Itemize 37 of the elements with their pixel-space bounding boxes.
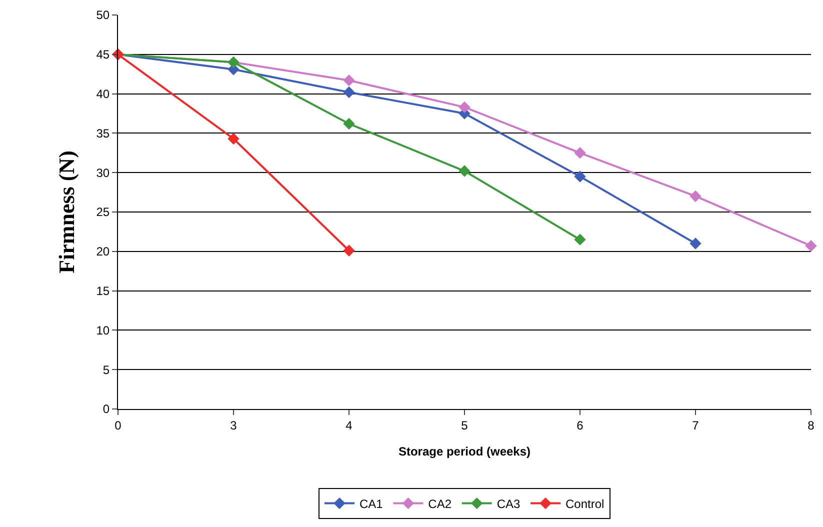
- point: [574, 170, 586, 182]
- y-tick-label: 35: [96, 126, 110, 140]
- point: [343, 74, 355, 86]
- y-tick-label: 0: [102, 402, 110, 416]
- y-tick-label: 25: [96, 205, 110, 220]
- legend-label: Control: [566, 496, 604, 511]
- point: [805, 240, 817, 252]
- point: [343, 86, 355, 98]
- legend-label: CA2: [428, 496, 452, 511]
- x-tick-label: 0: [114, 418, 122, 432]
- point: [458, 101, 470, 114]
- y-tick-label: 10: [96, 323, 110, 338]
- point: [574, 147, 586, 159]
- y-tick-label: 50: [96, 8, 110, 22]
- x-axis-title: Storage period (weeks): [398, 444, 531, 458]
- x-tick-label: 5: [461, 418, 468, 432]
- x-tick-label: 7: [692, 418, 700, 432]
- y-tick-label: 30: [96, 166, 110, 180]
- point: [690, 190, 702, 202]
- y-tick-label: 45: [96, 48, 110, 62]
- point: [228, 132, 240, 145]
- point: [690, 238, 702, 250]
- legend-label: CA3: [496, 496, 521, 511]
- y-axis-title: Firmness (N): [54, 150, 80, 274]
- x-tick-label: 8: [808, 418, 815, 432]
- x-tick-label: 4: [346, 418, 353, 432]
- legend-label: CA1: [360, 496, 384, 511]
- point: [343, 118, 355, 130]
- y-tick-label: 20: [96, 244, 110, 259]
- point: [574, 234, 586, 246]
- point: [343, 244, 355, 256]
- y-tick-label: 5: [102, 362, 110, 377]
- y-tick-label: 15: [96, 284, 110, 298]
- x-tick-label: 6: [576, 418, 584, 432]
- point: [458, 165, 470, 177]
- y-tick-label: 40: [96, 87, 110, 101]
- x-tick-label: 3: [230, 418, 238, 432]
